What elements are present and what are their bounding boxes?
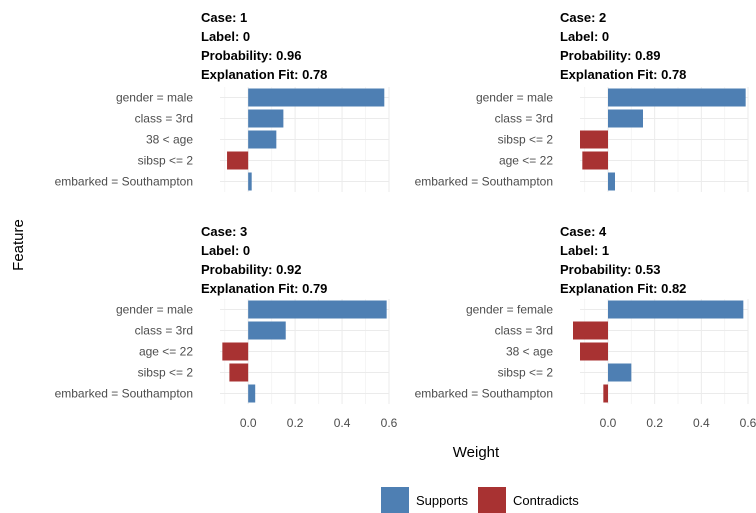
x-tick-label: 0.6 — [740, 416, 756, 430]
bar — [248, 130, 277, 149]
facet-title-line: Case: 4 — [560, 224, 607, 239]
legend-key — [381, 487, 409, 513]
facet-title-line: Probability: 0.89 — [560, 48, 660, 63]
facet-title-line: Label: 0 — [560, 29, 609, 44]
facet-title-line: Label: 0 — [201, 243, 250, 258]
feature-label: embarked = Southampton — [55, 175, 193, 189]
bar — [227, 151, 249, 170]
facet-title-line: Probability: 0.96 — [201, 48, 301, 63]
y-axis-title: Feature — [10, 219, 27, 271]
facet-title-line: Case: 3 — [201, 224, 247, 239]
bar — [248, 109, 284, 128]
x-tick-label: 0.4 — [693, 416, 710, 430]
feature-label: class = 3rd — [135, 112, 193, 126]
facet-title-line: Explanation Fit: 0.79 — [201, 281, 327, 296]
facet-title-line: Label: 0 — [201, 29, 250, 44]
bar — [222, 342, 249, 361]
bar — [248, 321, 286, 340]
feature-label: sibsp <= 2 — [498, 133, 554, 147]
bar — [582, 151, 608, 170]
legend-key — [478, 487, 506, 513]
bar — [248, 88, 385, 107]
feature-label: embarked = Southampton — [415, 175, 553, 189]
bar — [580, 342, 608, 361]
bar — [603, 384, 608, 403]
feature-label: gender = male — [116, 91, 193, 105]
feature-label: class = 3rd — [135, 324, 193, 338]
bar — [248, 172, 252, 191]
x-tick-label: 0.6 — [381, 416, 398, 430]
feature-label: gender = male — [476, 91, 553, 105]
facet-title-line: Case: 2 — [560, 10, 606, 25]
feature-label: class = 3rd — [495, 324, 553, 338]
x-tick-label: 0.2 — [287, 416, 304, 430]
facet-title-line: Explanation Fit: 0.78 — [201, 67, 327, 82]
bar — [573, 321, 608, 340]
feature-label: sibsp <= 2 — [498, 366, 554, 380]
bar — [608, 109, 643, 128]
feature-label: age <= 22 — [139, 345, 193, 359]
feature-label: class = 3rd — [495, 112, 553, 126]
x-tick-label: 0.4 — [334, 416, 351, 430]
bar — [608, 300, 744, 319]
feature-label: embarked = Southampton — [55, 387, 193, 401]
feature-label: gender = male — [116, 303, 193, 317]
bar — [229, 363, 249, 382]
x-tick-label: 0.0 — [600, 416, 617, 430]
bar — [248, 300, 387, 319]
facet-title-line: Probability: 0.92 — [201, 262, 301, 277]
x-axis-title: Weight — [453, 444, 500, 461]
bar — [580, 130, 608, 149]
x-tick-label: 0.0 — [240, 416, 257, 430]
feature-label: embarked = Southampton — [415, 387, 553, 401]
x-tick-label: 0.2 — [646, 416, 663, 430]
feature-label: sibsp <= 2 — [138, 154, 194, 168]
feature-label: gender = female — [466, 303, 553, 317]
feature-label: 38 < age — [146, 133, 193, 147]
facet-title-line: Case: 1 — [201, 10, 247, 25]
facet-title-line: Explanation Fit: 0.82 — [560, 281, 686, 296]
facet-title-line: Explanation Fit: 0.78 — [560, 67, 686, 82]
legend-label: Supports — [416, 493, 469, 508]
bar — [248, 384, 256, 403]
legend-label: Contradicts — [513, 493, 579, 508]
facet-title-line: Probability: 0.53 — [560, 262, 660, 277]
bar — [608, 172, 615, 191]
feature-label: sibsp <= 2 — [138, 366, 194, 380]
bar — [608, 88, 746, 107]
feature-label: age <= 22 — [499, 154, 553, 168]
bar — [608, 363, 632, 382]
feature-label: 38 < age — [506, 345, 553, 359]
facet-title-line: Label: 1 — [560, 243, 609, 258]
